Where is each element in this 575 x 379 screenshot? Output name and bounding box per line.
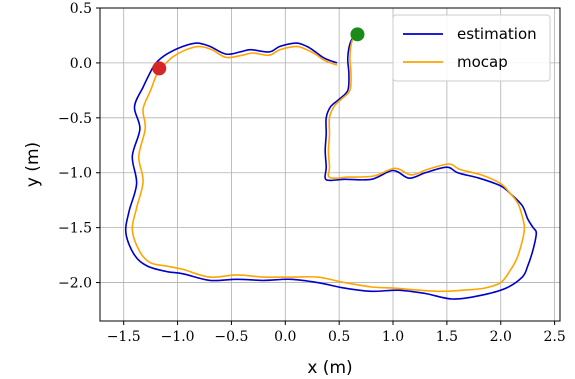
ticks-group: −1.5 −1.0 −0.5 0.0 0.5 1.0 1.5 2.0 2.5 0.5 0.0 −0.5… bbox=[58, 1, 566, 345]
series-group bbox=[124, 32, 538, 300]
y-tick-label: 0.0 bbox=[70, 56, 92, 72]
legend-label-estimation: estimation bbox=[457, 25, 537, 43]
x-axis-label: x (m) bbox=[307, 358, 352, 378]
x-tick-label: 0.0 bbox=[274, 329, 296, 345]
marker-0 bbox=[350, 27, 365, 42]
x-tick-label: −1.5 bbox=[107, 329, 141, 345]
series-line-estimation bbox=[124, 32, 538, 300]
y-tick-label: −1.0 bbox=[58, 166, 92, 182]
y-axis-label: y (m) bbox=[23, 142, 43, 187]
y-tick-label: 0.5 bbox=[70, 1, 92, 17]
x-tick-label: 2.5 bbox=[543, 329, 565, 345]
x-tick-label: 0.5 bbox=[328, 329, 350, 345]
legend: estimation mocap bbox=[392, 14, 551, 82]
y-tick-label: −0.5 bbox=[58, 111, 92, 127]
x-tick-label: −1.0 bbox=[161, 329, 195, 345]
x-tick-label: −0.5 bbox=[214, 329, 248, 345]
x-tick-label: 1.0 bbox=[382, 329, 404, 345]
y-tick-label: −2.0 bbox=[58, 276, 92, 292]
marker-1 bbox=[152, 61, 167, 76]
plot-frame bbox=[99, 7, 561, 322]
x-tick-label: 1.5 bbox=[436, 329, 458, 345]
legend-label-mocap: mocap bbox=[457, 53, 508, 71]
series-line-mocap bbox=[131, 32, 526, 293]
y-tick-label: −1.5 bbox=[58, 221, 92, 237]
markers-group bbox=[152, 27, 365, 76]
x-tick-label: 2.0 bbox=[490, 329, 512, 345]
legend-box bbox=[392, 14, 551, 82]
